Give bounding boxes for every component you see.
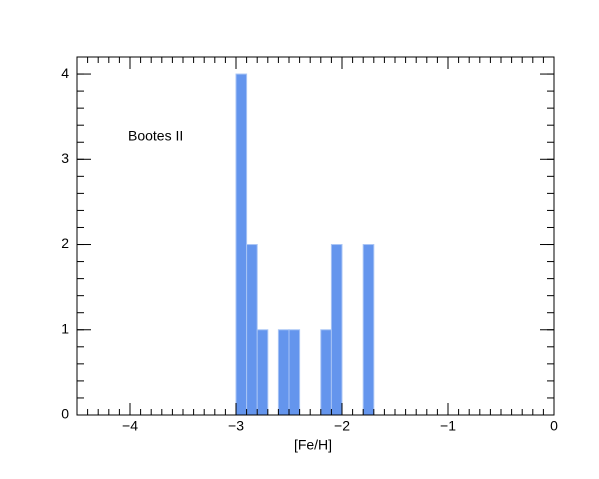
bar xyxy=(246,244,258,416)
x-tick-label: −4 xyxy=(122,418,138,434)
bar xyxy=(256,329,269,416)
bar xyxy=(277,329,290,416)
y-tick-label: 2 xyxy=(61,235,69,251)
bar xyxy=(288,329,301,416)
bar xyxy=(362,244,375,416)
bar xyxy=(320,329,332,416)
x-tick-label: −1 xyxy=(440,418,456,434)
y-tick-label: 0 xyxy=(61,406,69,422)
plot-frame xyxy=(76,56,555,416)
x-tick-label: −2 xyxy=(334,418,350,434)
y-tick-label: 3 xyxy=(61,150,69,166)
bar xyxy=(235,73,248,416)
y-tick-label: 1 xyxy=(61,320,69,336)
x-tick-label: 0 xyxy=(550,418,558,434)
annotation: Bootes II xyxy=(128,128,183,144)
x-axis-label: [Fe/H] xyxy=(294,437,332,453)
bar xyxy=(330,244,343,416)
x-tick-label: −3 xyxy=(228,418,244,434)
y-tick-label: 4 xyxy=(61,65,69,81)
